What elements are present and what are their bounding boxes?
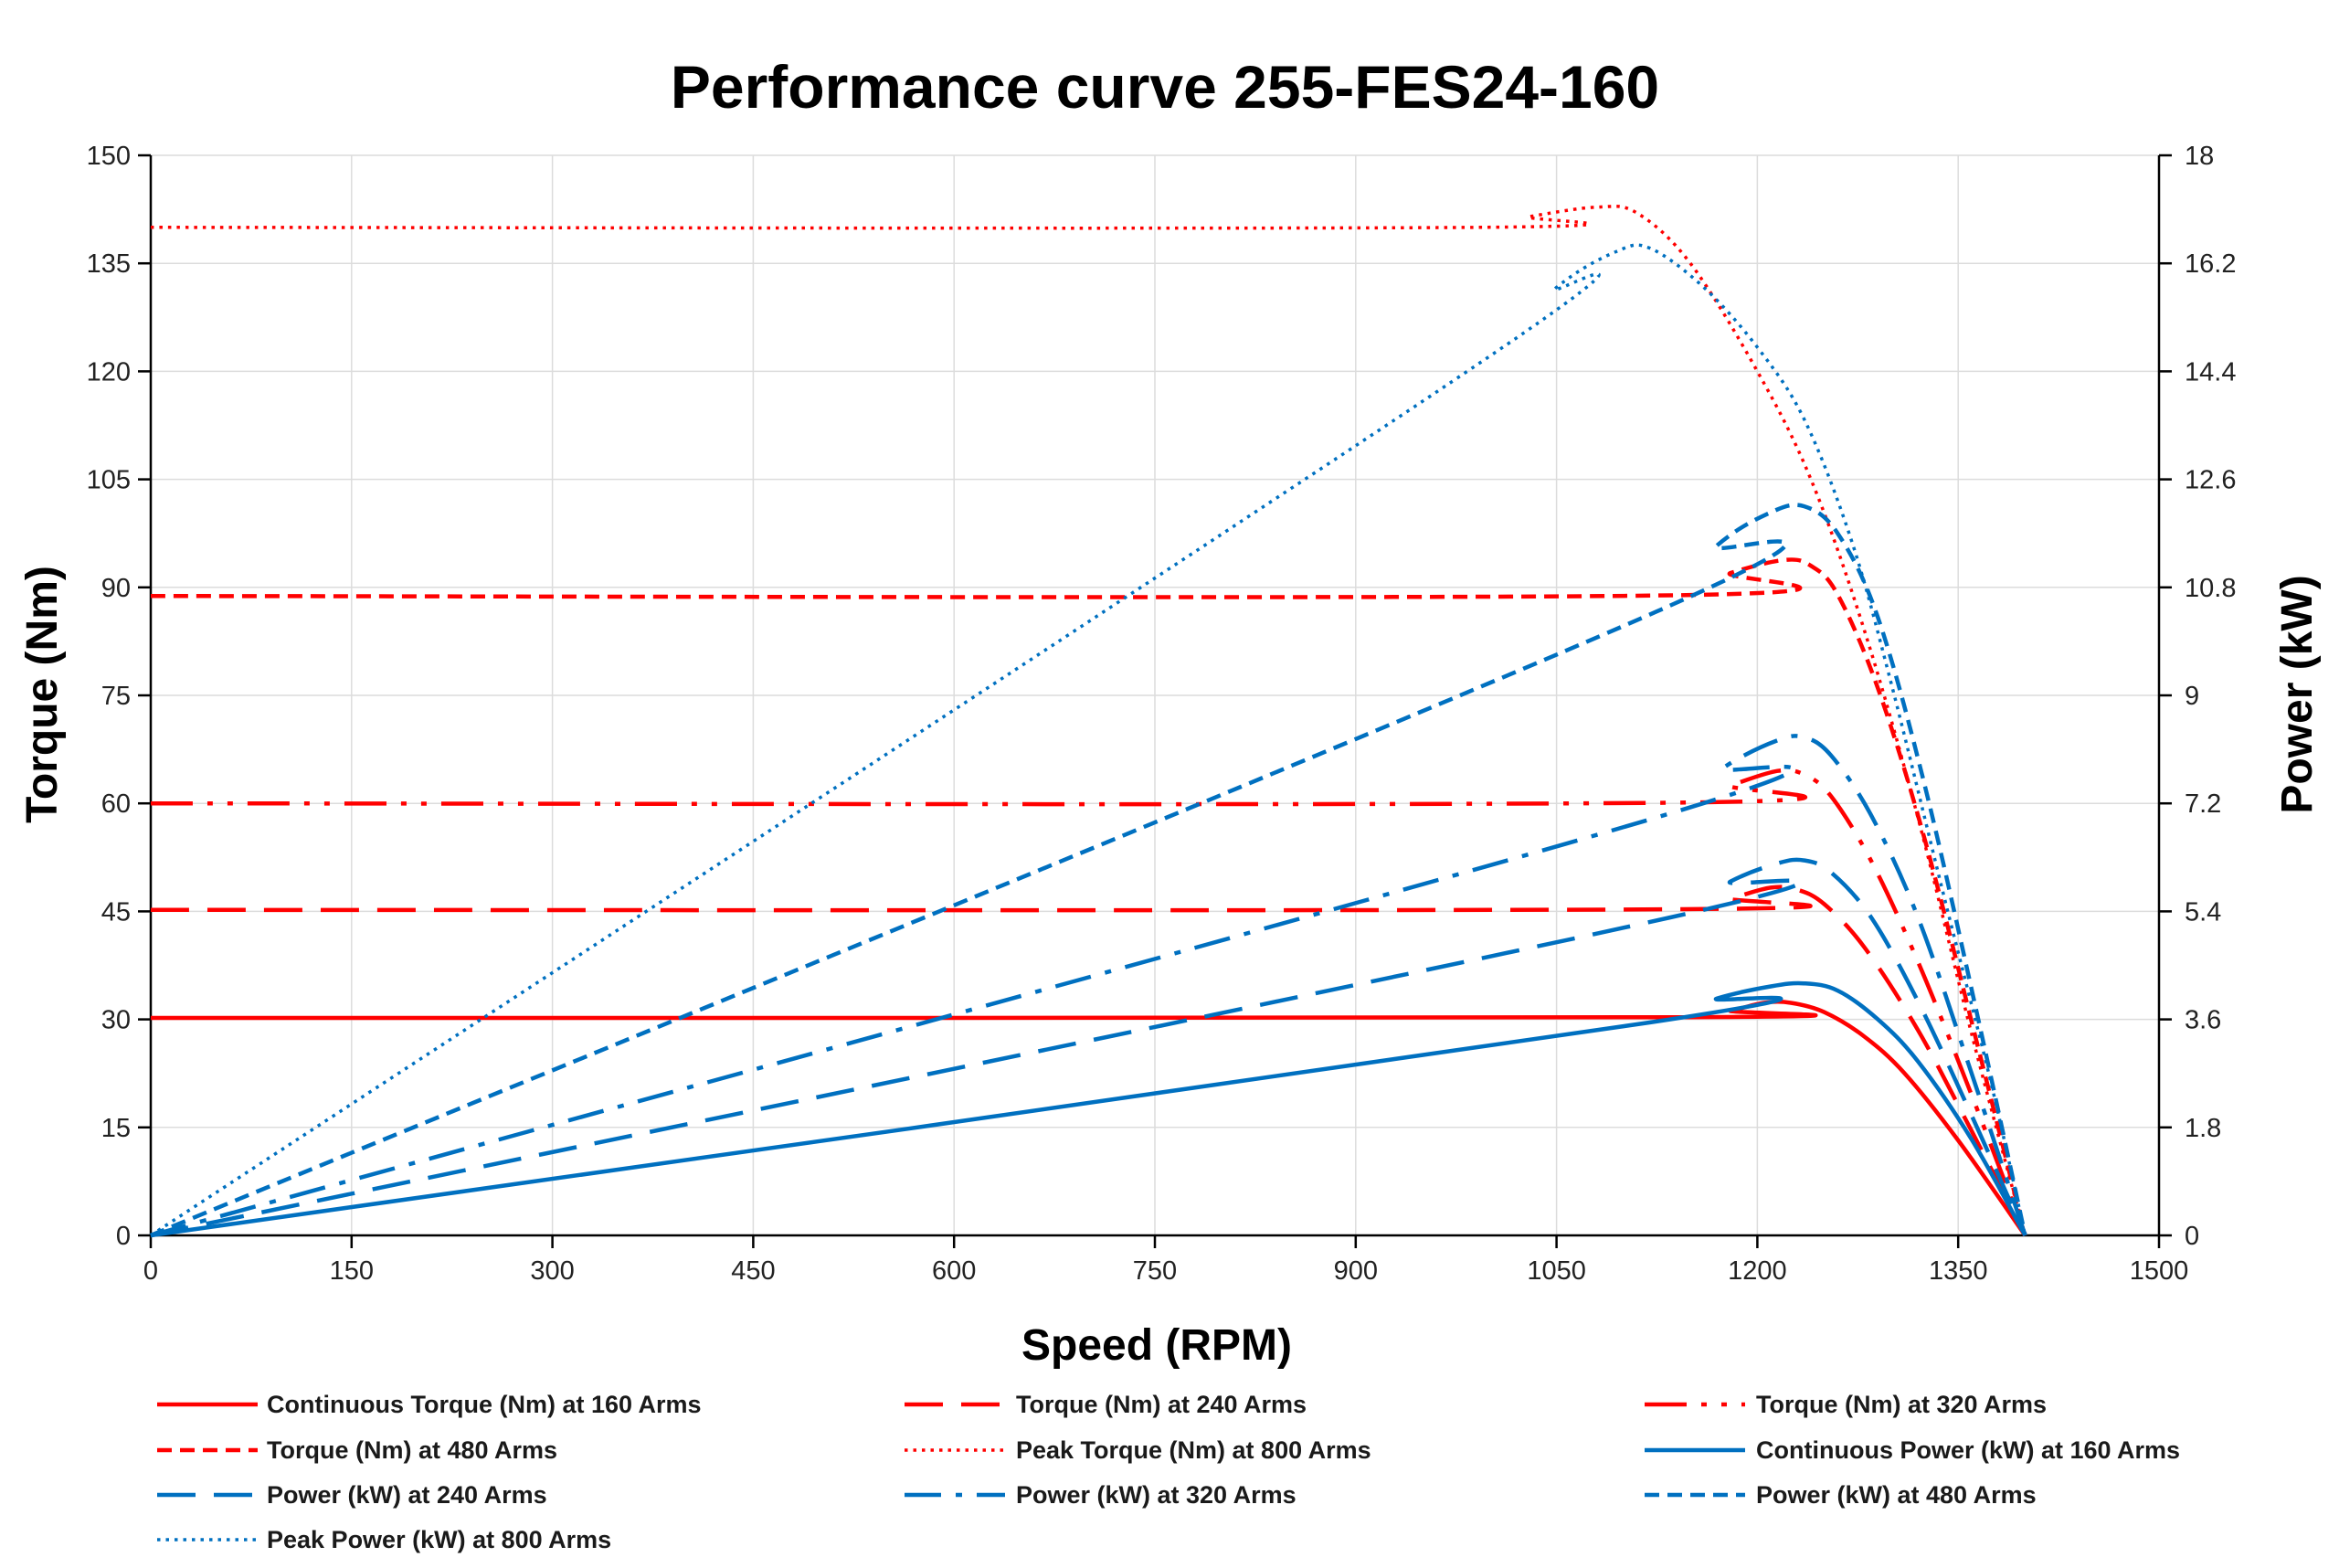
chart-title: Performance curve 255-FES24-160: [671, 53, 1659, 121]
y2-tick-label: 7.2: [2185, 789, 2221, 819]
y2-tick-label: 12.6: [2185, 466, 2236, 495]
series-lines: [150, 204, 2027, 1238]
series-line-6: [150, 980, 2027, 1238]
series-line-9: [150, 503, 2027, 1238]
y2-tick-label: 3.6: [2185, 1006, 2221, 1035]
legend-label-4: Torque (Nm) at 480 Arms: [267, 1436, 557, 1464]
y2-tick-label: 5.4: [2185, 897, 2221, 927]
y-tick-label: 0: [116, 1222, 131, 1251]
series-line-8: [150, 734, 2027, 1238]
series-line-5: [150, 204, 2027, 1236]
y2-tick-label: 10.8: [2185, 574, 2236, 603]
y-tick-label: 60: [101, 789, 131, 819]
x-axis-title: Speed (RPM): [1021, 1321, 1292, 1370]
x-tick-label: 300: [530, 1256, 574, 1286]
series-line-3: [150, 768, 2027, 1236]
series-line-4: [150, 557, 2027, 1236]
x-tick-label: 750: [1133, 1256, 1177, 1286]
y-tick-label: 105: [87, 466, 131, 495]
legend-label-2: Torque (Nm) at 240 Arms: [1016, 1391, 1307, 1418]
x-tick-label: 450: [731, 1256, 775, 1286]
legend-label-3: Torque (Nm) at 320 Arms: [1756, 1391, 2047, 1418]
axes: 0 150 300 450 600 750 900 1050 1200 1350 150001530…: [87, 142, 2237, 1286]
legend-label-10: Peak Power (kW) at 800 Arms: [267, 1526, 611, 1553]
legend-label-9: Power (kW) at 480 Arms: [1756, 1481, 2037, 1509]
gridlines: [151, 154, 2159, 1235]
y-tick-label: 30: [101, 1006, 131, 1035]
x-tick-label: 1350: [1929, 1256, 1988, 1286]
y2-axis-title: Power (kW): [2273, 575, 2322, 813]
y-tick-label: 75: [101, 682, 131, 711]
legend-label-5: Peak Torque (Nm) at 800 Arms: [1016, 1436, 1371, 1464]
y2-tick-label: 16.2: [2185, 249, 2236, 279]
y-tick-label: 15: [101, 1114, 131, 1143]
y-tick-label: 150: [87, 142, 131, 171]
series-line-10: [150, 243, 2027, 1237]
x-tick-label: 150: [330, 1256, 374, 1286]
x-tick-label: 1500: [2130, 1256, 2189, 1286]
y2-tick-label: 1.8: [2185, 1114, 2221, 1143]
y2-tick-label: 18: [2185, 142, 2214, 171]
y-tick-label: 135: [87, 249, 131, 279]
legend-label-1: Continuous Torque (Nm) at 160 Arms: [267, 1391, 702, 1418]
y-tick-label: 120: [87, 357, 131, 387]
legend-label-7: Power (kW) at 240 Arms: [267, 1481, 547, 1509]
y-axis-title: Torque (Nm): [18, 566, 67, 823]
series-line-7: [150, 857, 2027, 1238]
y2-tick-label: 0: [2185, 1222, 2199, 1251]
legend: Continuous Torque (Nm) at 160 Arms Torque…: [157, 1391, 2180, 1553]
series-line-2: [150, 885, 2027, 1237]
y2-tick-label: 14.4: [2185, 357, 2236, 387]
legend-label-6: Continuous Power (kW) at 160 Arms: [1756, 1436, 2180, 1464]
y-tick-label: 45: [101, 897, 131, 927]
y-tick-label: 90: [101, 574, 131, 603]
y2-tick-label: 9: [2185, 682, 2199, 711]
x-tick-label: 1050: [1527, 1256, 1586, 1286]
legend-label-8: Power (kW) at 320 Arms: [1016, 1481, 1297, 1509]
x-tick-label: 0: [143, 1256, 158, 1286]
x-tick-label: 1200: [1728, 1256, 1787, 1286]
x-tick-label: 600: [932, 1256, 976, 1286]
x-tick-label: 900: [1334, 1256, 1378, 1286]
